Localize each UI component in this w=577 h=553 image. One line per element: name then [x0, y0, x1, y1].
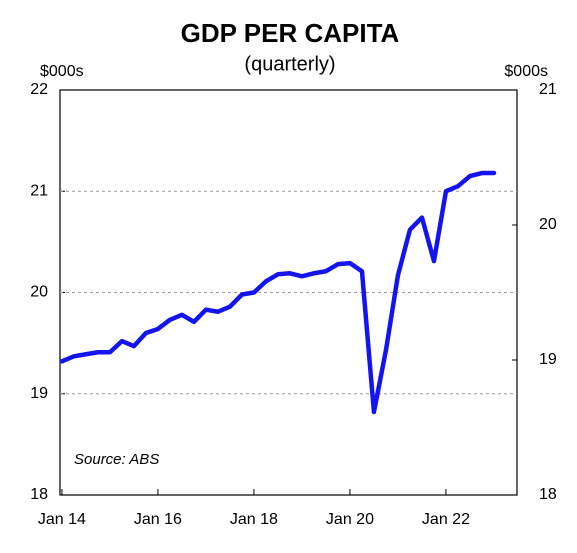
chart-title: GDP PER CAPITA: [181, 18, 400, 48]
y2-tick-label: 21: [539, 81, 557, 98]
x-tick-label: Jan 16: [134, 511, 182, 528]
source-note: Source: ABS: [74, 451, 159, 468]
y2-axis-label: $000s: [504, 63, 548, 80]
y-tick-label: 18: [30, 486, 48, 503]
y-tick-label: 21: [30, 182, 48, 199]
y-tick-label: 20: [30, 284, 48, 301]
x-tick-label: Jan 14: [38, 511, 86, 528]
x-tick-label: Jan 20: [326, 511, 374, 528]
x-tick-label: Jan 18: [230, 511, 278, 528]
y-tick-label: 22: [30, 81, 48, 98]
y2-tick-label: 18: [539, 486, 557, 503]
chart-subtitle: (quarterly): [244, 53, 335, 75]
y2-tick-label: 19: [539, 351, 557, 368]
y-tick-label: 19: [30, 385, 48, 402]
data-line: [59, 170, 497, 415]
y-axis-label: $000s: [40, 63, 84, 80]
y2-tick-label: 20: [539, 216, 557, 233]
x-tick-label: Jan 22: [422, 511, 470, 528]
